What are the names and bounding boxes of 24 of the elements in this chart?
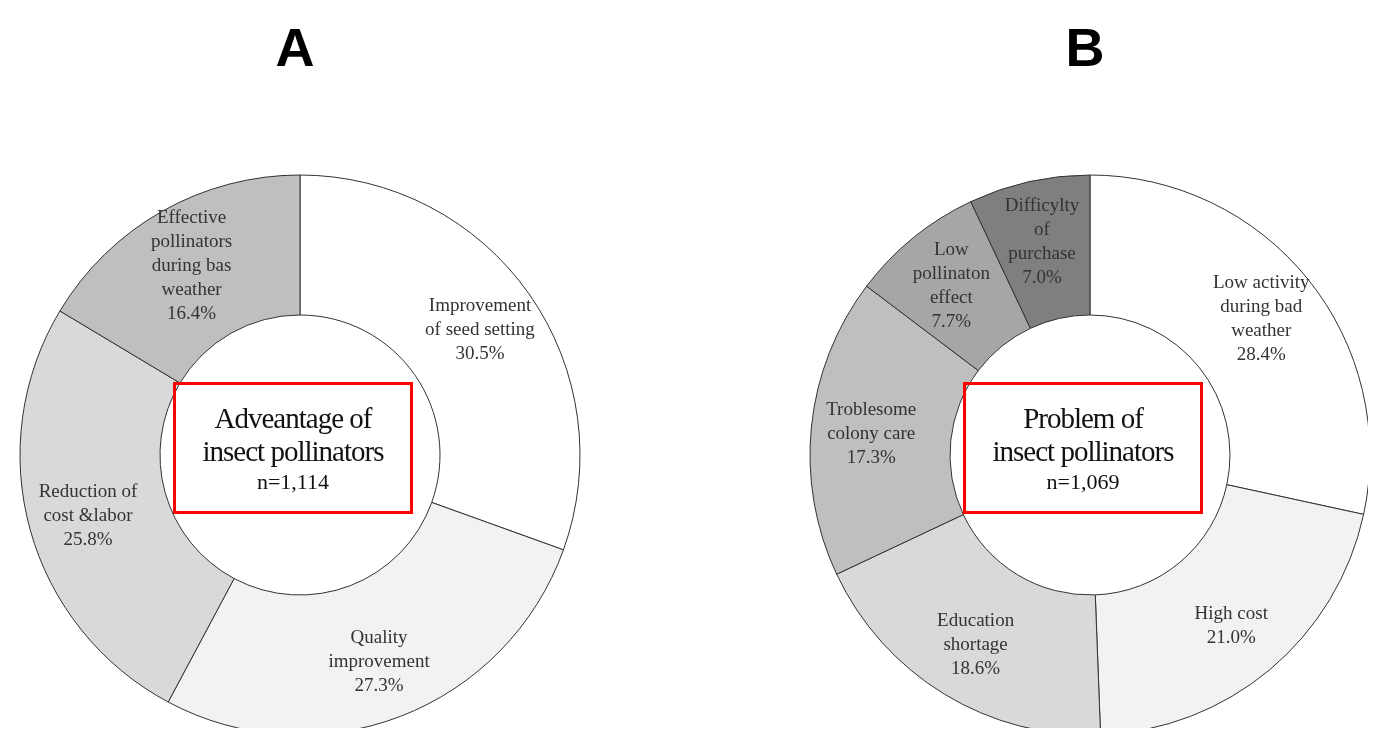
data-label: 25.8%: [63, 527, 113, 549]
data-label: 30.5%: [455, 342, 505, 363]
slice-label: High cost: [1194, 601, 1269, 623]
data-label: 17.3%: [846, 445, 896, 467]
data-label: 7.0%: [1022, 265, 1062, 287]
data-label: 21.0%: [1206, 625, 1257, 647]
slice-label: Reduction of cost &labor: [38, 479, 138, 525]
data-label: 7.7%: [931, 309, 972, 331]
slice-label: Low activity during bad weather: [1212, 270, 1311, 340]
data-label: 27.3%: [354, 673, 404, 695]
slice-label: Improvement of seed setting: [425, 294, 536, 339]
slice-label: Troblesome colony care: [826, 397, 917, 443]
slice-label: Effective pollinators during bas weather: [150, 205, 233, 299]
frame-outline: Problem of insect pollinators n=1,069: [963, 382, 1203, 514]
slice-label: Difficylty of purchase: [1004, 193, 1080, 263]
slice-label: Low pollinaton effect: [912, 237, 991, 307]
chart-title: B: [1064, 16, 1106, 78]
frame-outline: Adveantage of insect pollinators n=1,114: [173, 382, 413, 514]
data-label: 28.4%: [1236, 342, 1286, 364]
slice-label: Education shortage: [937, 608, 1015, 654]
slice-label: Quality improvement: [328, 625, 431, 671]
chart-title: A: [274, 16, 316, 78]
data-label: 16.4%: [167, 301, 217, 323]
data-label: 18.6%: [951, 656, 1001, 678]
